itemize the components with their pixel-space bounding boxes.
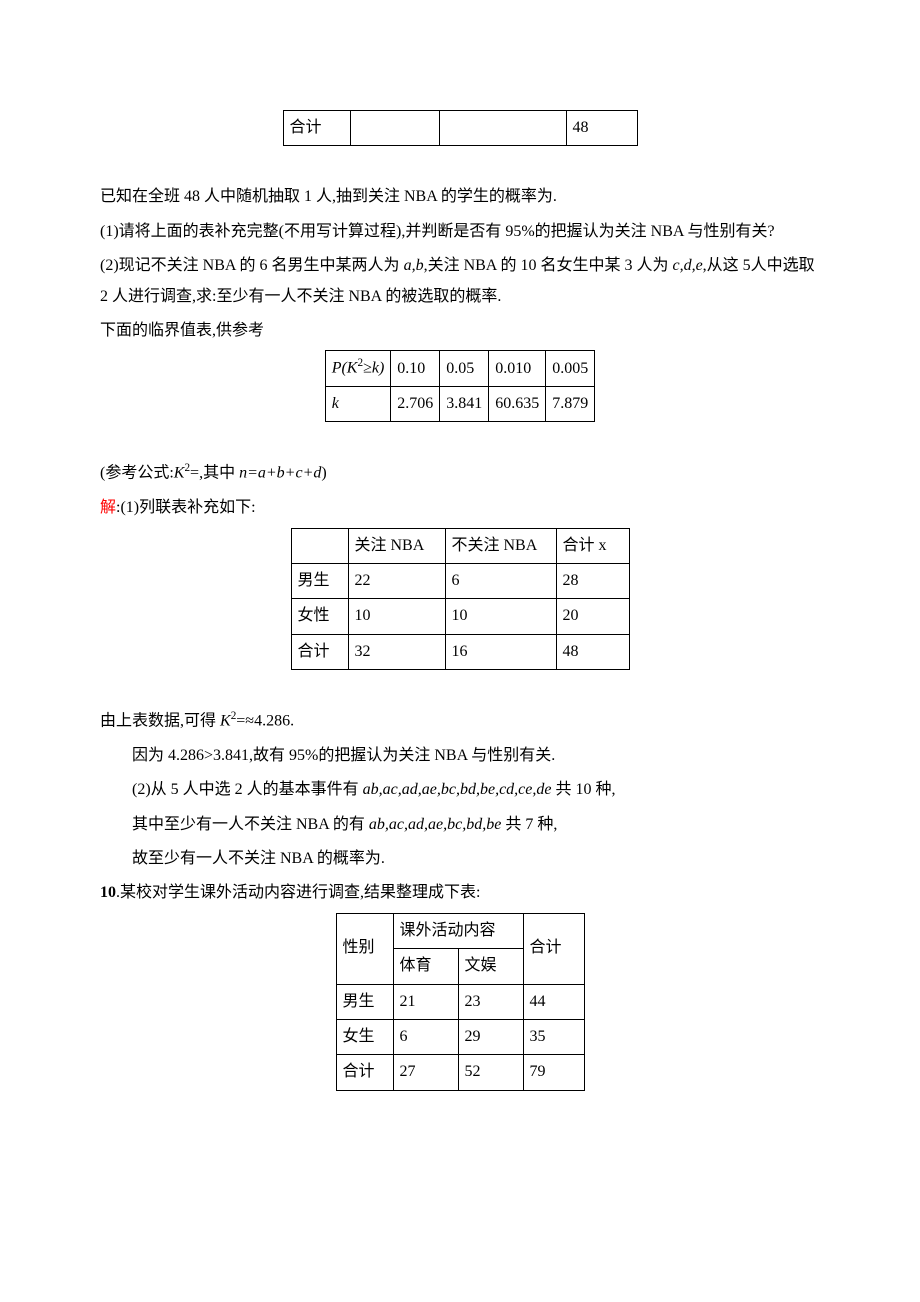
paragraph: (参考公式:K2=,其中 n=a+b+c+d) xyxy=(100,458,820,489)
cell: 60.635 xyxy=(489,387,546,422)
text: ) xyxy=(321,465,326,482)
paragraph: 已知在全班 48 人中随机抽取 1 人,抽到关注 NBA 的学生的概率为. xyxy=(100,182,820,212)
cell xyxy=(291,528,348,563)
cell: 10 xyxy=(348,599,445,634)
table-row: 合计 27 52 79 xyxy=(336,1055,584,1090)
text: 共 7 种, xyxy=(501,816,557,833)
text: =,其中 xyxy=(190,465,239,482)
table-row: 男生 22 6 28 xyxy=(291,563,629,598)
cell: 32 xyxy=(348,634,445,669)
cell: P(K2≥k) xyxy=(325,351,391,387)
cell: 16 xyxy=(445,634,556,669)
cell: k xyxy=(325,387,391,422)
cell: 3.841 xyxy=(440,387,489,422)
cell: 10 xyxy=(445,599,556,634)
text-italic: c,d,e xyxy=(672,257,702,274)
cell: 20 xyxy=(556,599,629,634)
cell: 男生 xyxy=(291,563,348,598)
table-row: k 2.706 3.841 60.635 7.879 xyxy=(325,387,595,422)
text: 由上表数据,可得 xyxy=(100,712,220,729)
table-row: 性别 课外活动内容 合计 xyxy=(336,913,584,948)
text: .某校对学生课外活动内容进行调查,结果整理成下表: xyxy=(116,884,480,901)
text-italic: P(K xyxy=(332,360,358,377)
cell: 6 xyxy=(393,1019,458,1054)
text: =≈4.286. xyxy=(236,712,294,729)
cell: 女性 xyxy=(291,599,348,634)
cell: 0.10 xyxy=(391,351,440,387)
critical-value-table: P(K2≥k) 0.10 0.05 0.010 0.005 k 2.706 3.… xyxy=(325,350,596,422)
text: :(1)列联表补充如下: xyxy=(116,499,256,516)
cell: 合计 xyxy=(283,111,350,146)
text: ,关注 NBA 的 10 名女生中某 3 人为 xyxy=(424,257,673,274)
cell: 35 xyxy=(523,1019,584,1054)
paragraph: 10.某校对学生课外活动内容进行调查,结果整理成下表: xyxy=(100,878,820,908)
paragraph: 下面的临界值表,供参考 xyxy=(100,316,820,346)
text: (2)从 5 人中选 2 人的基本事件有 xyxy=(132,781,363,798)
text: 共 10 种, xyxy=(551,781,615,798)
table-row: 关注 NBA 不关注 NBA 合计 x xyxy=(291,528,629,563)
text: 其中至少有一人不关注 NBA 的有 xyxy=(132,816,369,833)
cell: 合计 xyxy=(291,634,348,669)
cell: 合计 xyxy=(523,913,584,984)
paragraph: 解:(1)列联表补充如下: xyxy=(100,493,820,523)
cell: 关注 NBA xyxy=(348,528,445,563)
cell: 不关注 NBA xyxy=(445,528,556,563)
contingency-table: 关注 NBA 不关注 NBA 合计 x 男生 22 6 28 女性 10 10 … xyxy=(291,528,630,671)
table-row: 合计 32 16 48 xyxy=(291,634,629,669)
cell: 女生 xyxy=(336,1019,393,1054)
answer-label: 解 xyxy=(100,499,116,516)
text-italic: ab,ac,ad,ae,bc,bd,be xyxy=(369,816,501,833)
cell: 性别 xyxy=(336,913,393,984)
text-italic: n=a+b+c+d xyxy=(239,465,321,482)
cell: 48 xyxy=(556,634,629,669)
text-italic: ab,ac,ad,ae,bc,bd,be,cd,ce,de xyxy=(363,781,552,798)
cell: 6 xyxy=(445,563,556,598)
cell: 体育 xyxy=(393,949,458,984)
cell xyxy=(439,111,566,146)
paragraph: 由上表数据,可得 K2=≈4.286. xyxy=(100,706,820,737)
cell: 0.05 xyxy=(440,351,489,387)
text-italic: K xyxy=(174,465,185,482)
cell: 52 xyxy=(458,1055,523,1090)
cell: 48 xyxy=(566,111,637,146)
cell: 合计 x xyxy=(556,528,629,563)
question-number: 10 xyxy=(100,884,116,901)
cell: 28 xyxy=(556,563,629,598)
text-italic: K xyxy=(220,712,231,729)
cell: 0.010 xyxy=(489,351,546,387)
table-row: 女性 10 10 20 xyxy=(291,599,629,634)
cell: 29 xyxy=(458,1019,523,1054)
cell: 0.005 xyxy=(546,351,595,387)
cell: 21 xyxy=(393,984,458,1019)
text: (2)现记不关注 NBA 的 6 名男生中某两人为 xyxy=(100,257,404,274)
table-fragment-top: 合计 48 xyxy=(283,110,638,146)
cell: 合计 xyxy=(336,1055,393,1090)
paragraph: 因为 4.286>3.841,故有 95%的把握认为关注 NBA 与性别有关. xyxy=(100,741,820,771)
paragraph: (1)请将上面的表补充完整(不用写计算过程),并判断是否有 95%的把握认为关注… xyxy=(100,217,820,247)
cell: 男生 xyxy=(336,984,393,1019)
cell: 79 xyxy=(523,1055,584,1090)
table-row: 女生 6 29 35 xyxy=(336,1019,584,1054)
cell: 44 xyxy=(523,984,584,1019)
activity-survey-table: 性别 课外活动内容 合计 体育 文娱 男生 21 23 44 女生 6 29 3… xyxy=(336,913,585,1091)
paragraph: 故至少有一人不关注 NBA 的概率为. xyxy=(100,844,820,874)
cell: 22 xyxy=(348,563,445,598)
table-row: 合计 48 xyxy=(283,111,637,146)
table-row: 男生 21 23 44 xyxy=(336,984,584,1019)
cell: 2.706 xyxy=(391,387,440,422)
cell: 23 xyxy=(458,984,523,1019)
table-row: P(K2≥k) 0.10 0.05 0.010 0.005 xyxy=(325,351,595,387)
paragraph: (2)现记不关注 NBA 的 6 名男生中某两人为 a,b,关注 NBA 的 1… xyxy=(100,251,820,312)
paragraph: 其中至少有一人不关注 NBA 的有 ab,ac,ad,ae,bc,bd,be 共… xyxy=(100,810,820,840)
cell: 课外活动内容 xyxy=(393,913,523,948)
cell: 文娱 xyxy=(458,949,523,984)
text-italic: ≥k) xyxy=(363,360,384,377)
text-italic: a,b xyxy=(404,257,424,274)
paragraph: (2)从 5 人中选 2 人的基本事件有 ab,ac,ad,ae,bc,bd,b… xyxy=(100,775,820,805)
text: (参考公式: xyxy=(100,465,174,482)
cell xyxy=(350,111,439,146)
cell: 7.879 xyxy=(546,387,595,422)
cell: 27 xyxy=(393,1055,458,1090)
